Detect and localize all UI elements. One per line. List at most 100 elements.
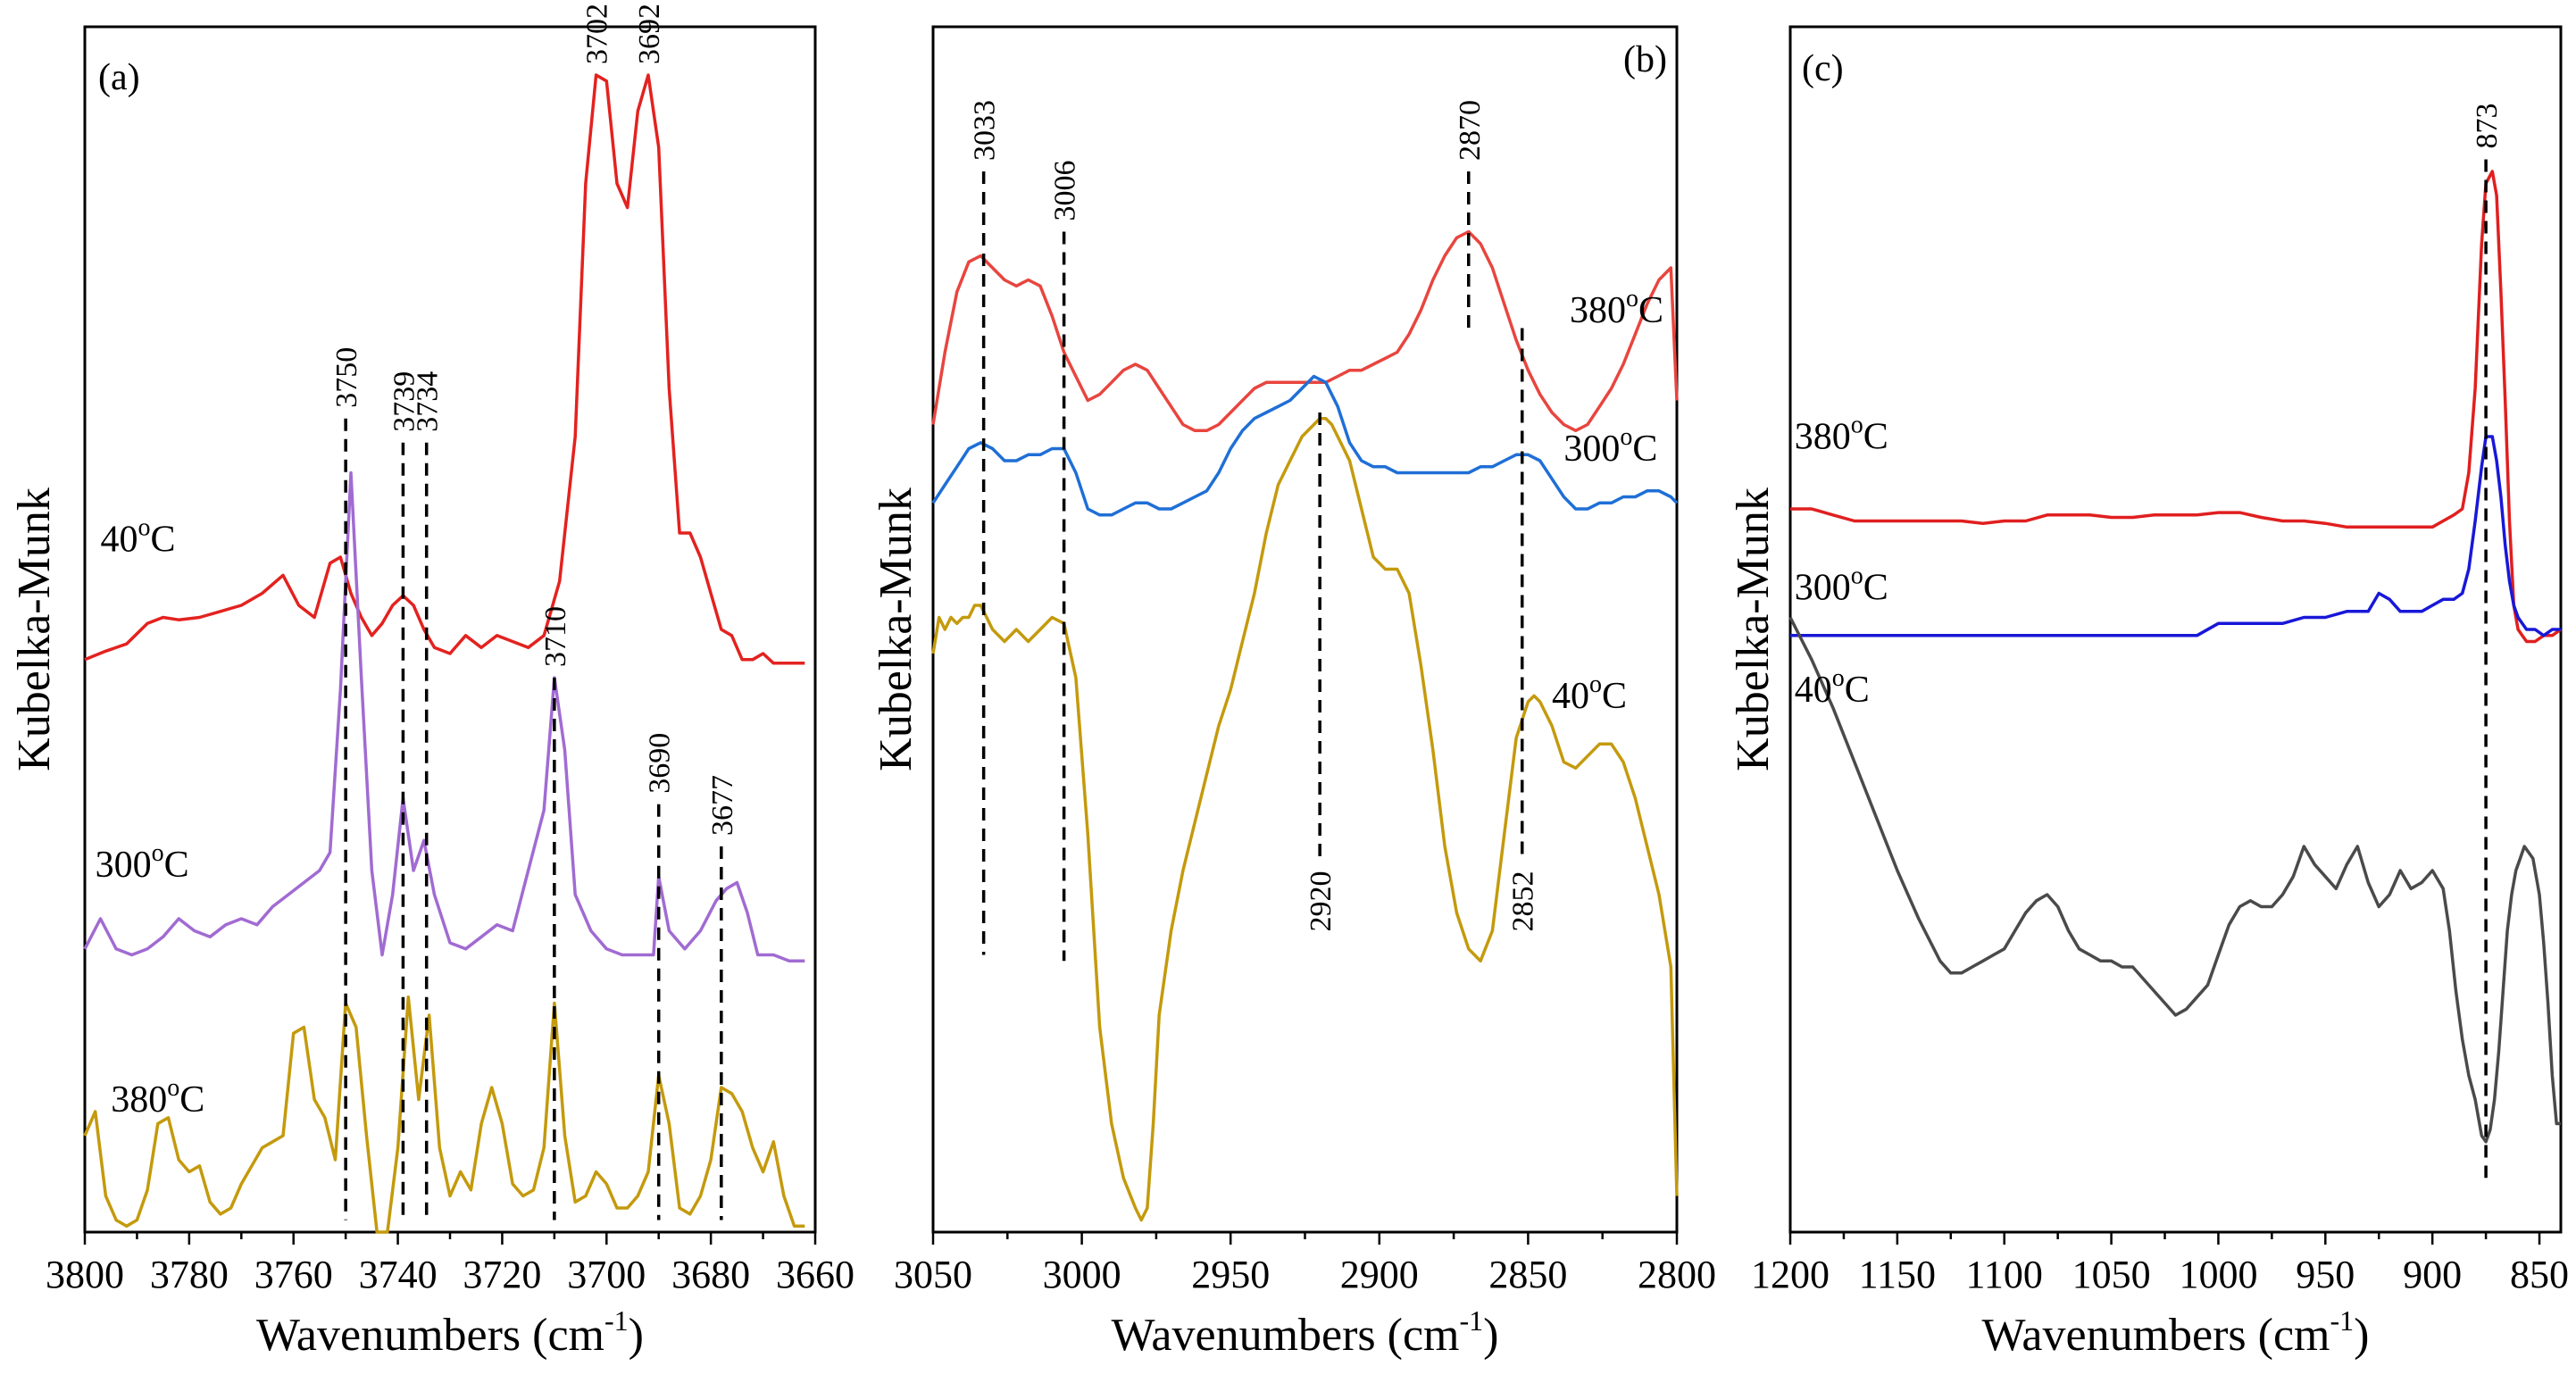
plot-frame <box>931 25 1679 1234</box>
x-tick-label: 2900 <box>1340 1253 1419 1296</box>
series-label-end: C <box>1602 676 1627 717</box>
series-label-text: 300 <box>96 845 152 886</box>
series-label-sup: o <box>1626 285 1638 312</box>
x-axis-label: Wavenumbers (cm-1) <box>1112 1304 1499 1361</box>
series-label-text: 380 <box>1570 290 1626 331</box>
series-label: 380oC <box>1570 285 1663 331</box>
series-label-text: 380 <box>1795 417 1851 458</box>
series-label: 300oC <box>1563 423 1657 470</box>
x-axis-label-end: ) <box>2354 1310 2369 1361</box>
series-label-text: 380 <box>111 1079 167 1121</box>
plot-frame <box>1788 25 2563 1234</box>
panel-c: 1200 1150 1100 1050 1000 950 900 850 Wavenumbers… <box>1728 25 2569 1361</box>
peak-label: 3690 <box>644 733 677 794</box>
series-label-end: C <box>1863 417 1888 458</box>
x-tick-label: 950 <box>2296 1253 2355 1296</box>
peak-label: 3692 <box>633 4 666 64</box>
x-tick-label: 1100 <box>1966 1253 2043 1296</box>
panel-b: 3050 3000 2950 2900 2850 2800 Wavenumbers (cm-… <box>871 25 1716 1361</box>
x-tick-label: 3740 <box>359 1253 438 1296</box>
panel-label: (c) <box>1802 48 1844 89</box>
x-axis-label-end: ) <box>1483 1310 1498 1361</box>
x-axis-label-sup: -1 <box>2330 1304 2355 1337</box>
x-tick-label: 3800 <box>46 1253 124 1296</box>
x-axis-label-sup: -1 <box>1460 1304 1484 1337</box>
x-tick-label: 1000 <box>2179 1253 2257 1296</box>
x-axis-label-text: Wavenumbers (cm <box>256 1310 604 1361</box>
series-label: 300oC <box>1795 562 1888 608</box>
x-tick-label: 2850 <box>1488 1253 1567 1296</box>
y-axis-label: Kubelka-Munk <box>1728 487 1779 771</box>
panel-a: 3800 3780 3760 3740 3720 3700 3680 3660 Wavenumb… <box>9 4 854 1361</box>
x-tick-label: 3000 <box>1043 1253 1121 1296</box>
series-line-300C <box>1790 435 2561 637</box>
series-label: 40oC <box>101 513 176 560</box>
series-label-end: C <box>151 519 176 560</box>
y-axis-label: Kubelka-Munk <box>871 487 921 771</box>
series-label-end: C <box>1845 670 1870 711</box>
x-tick-label: 3660 <box>776 1253 854 1296</box>
peak-label: 3006 <box>1049 161 1082 221</box>
y-axis-label: Kubelka-Munk <box>9 487 60 771</box>
series-label-sup: o <box>1851 562 1863 589</box>
x-tick-label: 3720 <box>463 1253 541 1296</box>
series-label: 380oC <box>111 1074 204 1121</box>
x-tick-label: 2950 <box>1191 1253 1270 1296</box>
x-tick-label: 3680 <box>671 1253 750 1296</box>
series-label-end: C <box>179 1079 204 1121</box>
peak-label: 2920 <box>1305 871 1338 932</box>
x-axis-label: Wavenumbers (cm-1) <box>256 1304 644 1361</box>
series-label-sup: o <box>138 513 151 541</box>
x-tick-label: 2800 <box>1638 1253 1716 1296</box>
x-tick-label: 3780 <box>150 1253 229 1296</box>
peak-label: 2870 <box>1454 100 1487 161</box>
x-tick-label: 3700 <box>567 1253 646 1296</box>
peak-label: 3750 <box>330 347 363 408</box>
series-line-40C <box>931 416 1679 1222</box>
series-label-sup: o <box>1851 412 1863 439</box>
x-tick-label: 1150 <box>1859 1253 1936 1296</box>
series-label-text: 300 <box>1795 567 1851 608</box>
series-line-40C <box>1788 616 2561 1144</box>
x-tick-label: 900 <box>2403 1253 2462 1296</box>
series-label-sup: o <box>167 1074 179 1102</box>
series-label-text: 300 <box>1563 429 1620 470</box>
series-label: 40oC <box>1552 671 1627 717</box>
peak-label: 3677 <box>706 775 739 836</box>
peak-label: 2852 <box>1507 871 1540 932</box>
x-tick-label: 1050 <box>2072 1253 2151 1296</box>
series-label-end: C <box>1638 290 1663 331</box>
series-label: 40oC <box>1795 664 1870 711</box>
peak-label: 3734 <box>412 371 445 432</box>
series-label-sup: o <box>1620 423 1632 451</box>
series-line-300C <box>83 471 805 963</box>
series-label: 300oC <box>96 839 189 886</box>
panel-label: (b) <box>1623 39 1667 80</box>
x-tick-label: 3760 <box>254 1253 333 1296</box>
x-tick-label: 3050 <box>894 1253 972 1296</box>
series-label-text: 40 <box>1795 670 1832 711</box>
plot-frame <box>83 25 817 1234</box>
series-label: 380oC <box>1795 412 1888 458</box>
x-tick-label: 850 <box>2510 1253 2569 1296</box>
panel-label: (a) <box>98 57 140 98</box>
series-line-300C <box>931 374 1679 517</box>
x-axis-label-text: Wavenumbers (cm <box>1112 1310 1460 1361</box>
x-tick-label: 1200 <box>1751 1253 1830 1296</box>
x-axis-label: Wavenumbers (cm-1) <box>1982 1304 2370 1361</box>
x-axis-label-end: ) <box>629 1310 644 1361</box>
peak-label: 3710 <box>539 606 572 667</box>
series-label-sup: o <box>1589 671 1602 698</box>
series-line-380C <box>1790 170 2563 644</box>
series-label-end: C <box>1863 567 1888 608</box>
peak-label: 873 <box>2471 104 2504 149</box>
series-label-text: 40 <box>101 519 138 560</box>
series-label-sup: o <box>1832 664 1845 692</box>
series-line-380C <box>931 229 1679 433</box>
series-label-end: C <box>1632 429 1657 470</box>
series-label-sup: o <box>152 839 164 867</box>
series-label-end: C <box>164 845 189 886</box>
x-axis-label-sup: -1 <box>604 1304 629 1337</box>
series-line-40C <box>84 73 805 665</box>
